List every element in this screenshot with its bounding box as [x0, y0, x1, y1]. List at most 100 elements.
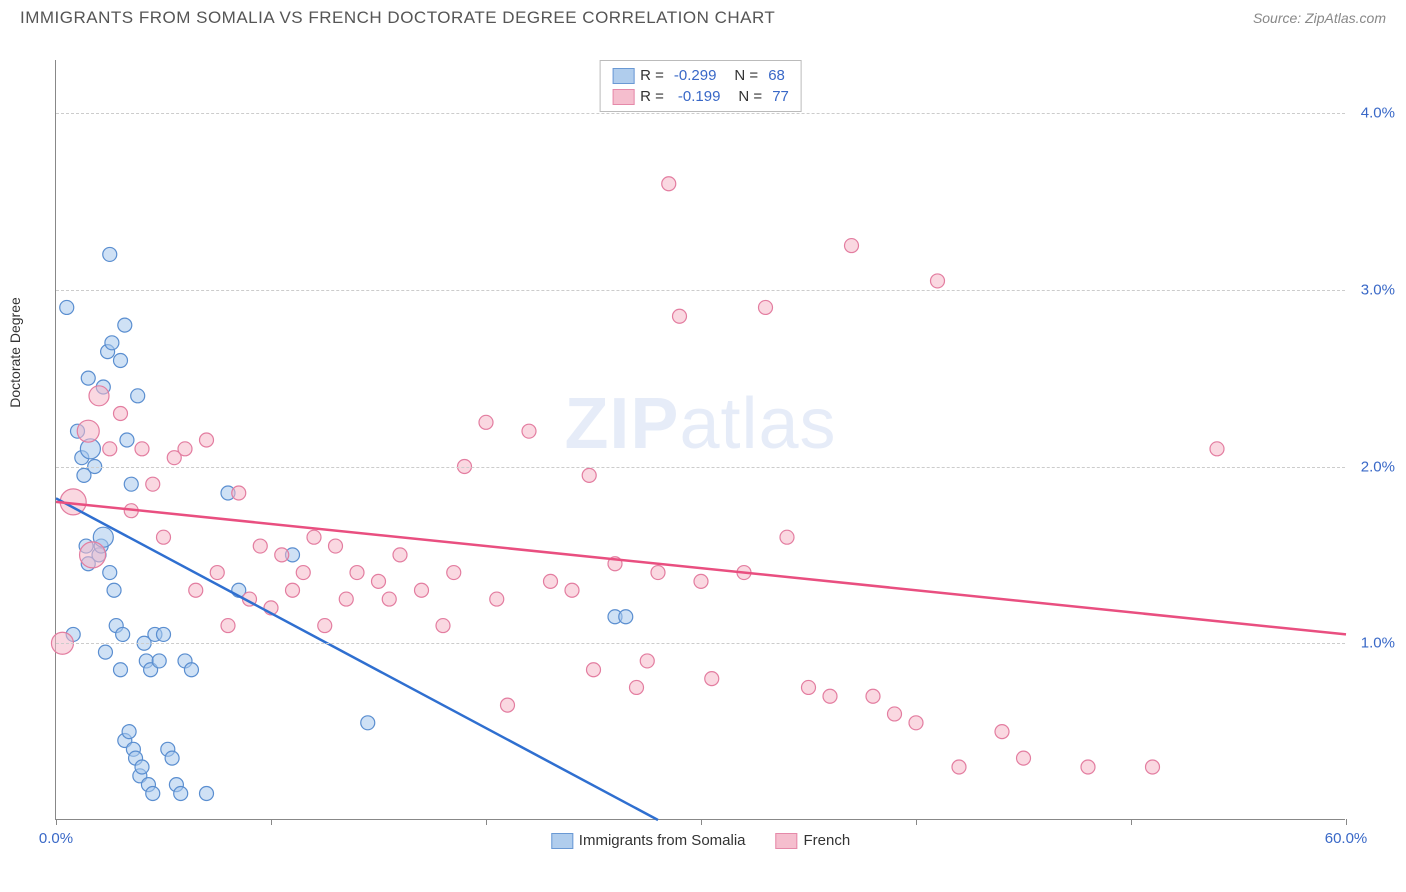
x-tick-label: 0.0% — [39, 830, 73, 847]
data-point — [118, 318, 132, 332]
data-point — [232, 486, 246, 500]
chart-title: IMMIGRANTS FROM SOMALIA VS FRENCH DOCTOR… — [20, 8, 775, 28]
data-point — [146, 477, 160, 491]
data-point — [114, 406, 128, 420]
data-point — [157, 627, 171, 641]
swatch-somalia-icon — [551, 833, 573, 849]
data-point — [673, 309, 687, 323]
y-tick-label: 3.0% — [1361, 281, 1395, 298]
swatch-somalia — [612, 68, 634, 84]
data-point — [77, 420, 99, 442]
data-point — [103, 566, 117, 580]
data-point — [479, 415, 493, 429]
data-point — [447, 566, 461, 580]
y-tick-label: 4.0% — [1361, 105, 1395, 122]
legend-correlation: R =-0.299 N =68 R =-0.199 N =77 — [599, 60, 802, 112]
data-point — [253, 539, 267, 553]
data-point — [845, 239, 859, 253]
data-point — [393, 548, 407, 562]
x-tick — [1346, 819, 1347, 825]
scatter-svg — [56, 60, 1345, 819]
gridline — [56, 290, 1345, 291]
data-point — [189, 583, 203, 597]
data-point — [307, 530, 321, 544]
data-point — [1210, 442, 1224, 456]
data-point — [759, 300, 773, 314]
data-point — [89, 386, 109, 406]
data-point — [103, 442, 117, 456]
data-point — [329, 539, 343, 553]
legend-item-french: French — [776, 832, 851, 849]
data-point — [286, 583, 300, 597]
data-point — [931, 274, 945, 288]
source-credit: Source: ZipAtlas.com — [1253, 10, 1386, 26]
data-point — [296, 566, 310, 580]
data-point — [105, 336, 119, 350]
chart-container: Doctorate Degree ZIPatlas R =-0.299 N =6… — [20, 40, 1386, 870]
x-tick — [271, 819, 272, 825]
data-point — [157, 530, 171, 544]
data-point — [780, 530, 794, 544]
data-point — [131, 389, 145, 403]
data-point — [630, 680, 644, 694]
data-point — [124, 477, 138, 491]
data-point — [200, 786, 214, 800]
y-axis-label: Doctorate Degree — [7, 297, 23, 408]
data-point — [221, 619, 235, 633]
data-point — [98, 645, 112, 659]
gridline — [56, 643, 1345, 644]
data-point — [866, 689, 880, 703]
legend-row-french: R =-0.199 N =77 — [612, 86, 789, 107]
data-point — [490, 592, 504, 606]
data-point — [318, 619, 332, 633]
data-point — [107, 583, 121, 597]
data-point — [415, 583, 429, 597]
data-point — [382, 592, 396, 606]
data-point — [705, 672, 719, 686]
data-point — [522, 424, 536, 438]
legend-series: Immigrants from Somalia French — [551, 832, 850, 849]
data-point — [802, 680, 816, 694]
data-point — [339, 592, 353, 606]
data-point — [1017, 751, 1031, 765]
data-point — [694, 574, 708, 588]
data-point — [135, 760, 149, 774]
data-point — [81, 371, 95, 385]
data-point — [619, 610, 633, 624]
data-point — [436, 619, 450, 633]
legend-row-somalia: R =-0.299 N =68 — [612, 65, 789, 86]
data-point — [350, 566, 364, 580]
data-point — [888, 707, 902, 721]
data-point — [135, 442, 149, 456]
data-point — [372, 574, 386, 588]
data-point — [640, 654, 654, 668]
data-point — [587, 663, 601, 677]
x-tick — [1131, 819, 1132, 825]
data-point — [210, 566, 224, 580]
data-point — [995, 725, 1009, 739]
data-point — [146, 786, 160, 800]
x-tick — [916, 819, 917, 825]
legend-label-somalia: Immigrants from Somalia — [579, 832, 746, 849]
data-point — [909, 716, 923, 730]
x-tick — [701, 819, 702, 825]
x-tick — [486, 819, 487, 825]
gridline — [56, 113, 1345, 114]
x-tick-label: 60.0% — [1325, 830, 1368, 847]
data-point — [1146, 760, 1160, 774]
data-point — [275, 548, 289, 562]
trend-line — [56, 502, 1346, 635]
data-point — [544, 574, 558, 588]
data-point — [122, 725, 136, 739]
data-point — [200, 433, 214, 447]
data-point — [120, 433, 134, 447]
data-point — [501, 698, 515, 712]
data-point — [823, 689, 837, 703]
swatch-french-icon — [776, 833, 798, 849]
data-point — [114, 353, 128, 367]
x-tick — [56, 819, 57, 825]
y-tick-label: 1.0% — [1361, 635, 1395, 652]
data-point — [952, 760, 966, 774]
data-point — [80, 542, 106, 568]
data-point — [662, 177, 676, 191]
